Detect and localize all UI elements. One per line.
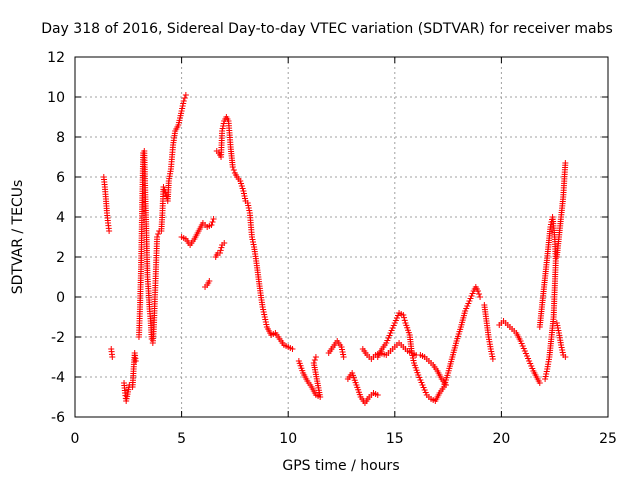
data-point bbox=[154, 234, 161, 240]
y-tick-label: -2 bbox=[51, 330, 65, 346]
data-point bbox=[401, 314, 408, 321]
data-point bbox=[536, 380, 543, 386]
grid-lines bbox=[75, 57, 608, 417]
data-point bbox=[208, 222, 215, 228]
series-track-n bbox=[481, 302, 496, 362]
data-point bbox=[221, 240, 228, 246]
series-track-j bbox=[325, 338, 347, 360]
series-track-b bbox=[108, 346, 116, 360]
x-tick-label: 15 bbox=[386, 431, 404, 447]
y-tick-label: -6 bbox=[51, 410, 65, 426]
x-tick-label: 0 bbox=[71, 431, 80, 447]
data-point bbox=[106, 228, 113, 234]
data-point bbox=[374, 392, 381, 398]
data-point bbox=[489, 356, 496, 362]
data-point bbox=[218, 244, 225, 251]
x-tick-labels: 0 5 10 15 20 25 bbox=[71, 431, 617, 447]
axis-ticks bbox=[74, 56, 609, 418]
y-axis-label: SDTVAR / TECUs bbox=[10, 180, 26, 295]
y-tick-label: 10 bbox=[47, 90, 65, 106]
data-point bbox=[312, 354, 319, 360]
series-track-o bbox=[496, 318, 543, 386]
data-point bbox=[229, 164, 236, 170]
x-tick-label: 5 bbox=[177, 431, 186, 447]
data-point bbox=[230, 167, 237, 173]
series-track-l bbox=[359, 340, 449, 388]
series-track-c bbox=[121, 350, 139, 404]
data-point bbox=[474, 288, 481, 294]
series-track-r bbox=[553, 320, 569, 360]
data-point bbox=[182, 92, 189, 98]
y-tick-label: 2 bbox=[56, 250, 65, 266]
x-tick-label: 20 bbox=[492, 431, 510, 447]
data-point bbox=[160, 184, 167, 190]
x-axis-label: GPS time / hours bbox=[282, 458, 399, 474]
series-track-h bbox=[213, 114, 296, 352]
data-point bbox=[401, 317, 408, 324]
data-marks bbox=[100, 92, 569, 406]
series-track-f bbox=[202, 278, 213, 290]
y-tick-label: 4 bbox=[56, 210, 65, 226]
y-tick-label: 12 bbox=[47, 50, 65, 66]
plot-frame bbox=[74, 56, 609, 418]
data-point bbox=[180, 98, 187, 104]
data-point bbox=[400, 312, 407, 318]
data-point bbox=[340, 354, 347, 360]
series-track-m bbox=[374, 284, 484, 404]
chart-title: Day 318 of 2016, Sidereal Day-to-day VTE… bbox=[41, 21, 613, 37]
data-point bbox=[477, 294, 484, 300]
series-track-q bbox=[553, 160, 569, 260]
data-point bbox=[209, 219, 216, 225]
data-point bbox=[542, 376, 549, 382]
data-point bbox=[476, 291, 483, 297]
series-track-g bbox=[212, 240, 228, 260]
data-point bbox=[217, 247, 224, 254]
data-point bbox=[311, 357, 318, 363]
data-point bbox=[206, 278, 213, 284]
data-point bbox=[181, 95, 188, 101]
data-point bbox=[310, 360, 317, 366]
y-tick-label: 8 bbox=[56, 130, 65, 146]
y-tick-label: -4 bbox=[51, 370, 65, 386]
series-track-k bbox=[344, 370, 381, 406]
x-tick-label: 25 bbox=[599, 431, 617, 447]
x-tick-label: 10 bbox=[279, 431, 297, 447]
data-point bbox=[562, 160, 569, 166]
data-point bbox=[210, 216, 217, 222]
series-track-a bbox=[100, 174, 113, 234]
series-track-e bbox=[178, 216, 217, 248]
data-point bbox=[289, 346, 296, 352]
data-point bbox=[132, 358, 139, 364]
data-point bbox=[562, 354, 569, 360]
data-point bbox=[216, 250, 223, 256]
series-track-d bbox=[135, 92, 189, 346]
series-track-p bbox=[536, 214, 559, 382]
y-tick-label: 6 bbox=[56, 170, 65, 186]
y-tick-labels: -6 -4 -2 0 2 4 6 8 10 12 bbox=[47, 50, 65, 426]
y-tick-label: 0 bbox=[56, 290, 65, 306]
series-track-i bbox=[295, 354, 324, 400]
data-point bbox=[109, 354, 116, 360]
data-point bbox=[155, 231, 162, 237]
